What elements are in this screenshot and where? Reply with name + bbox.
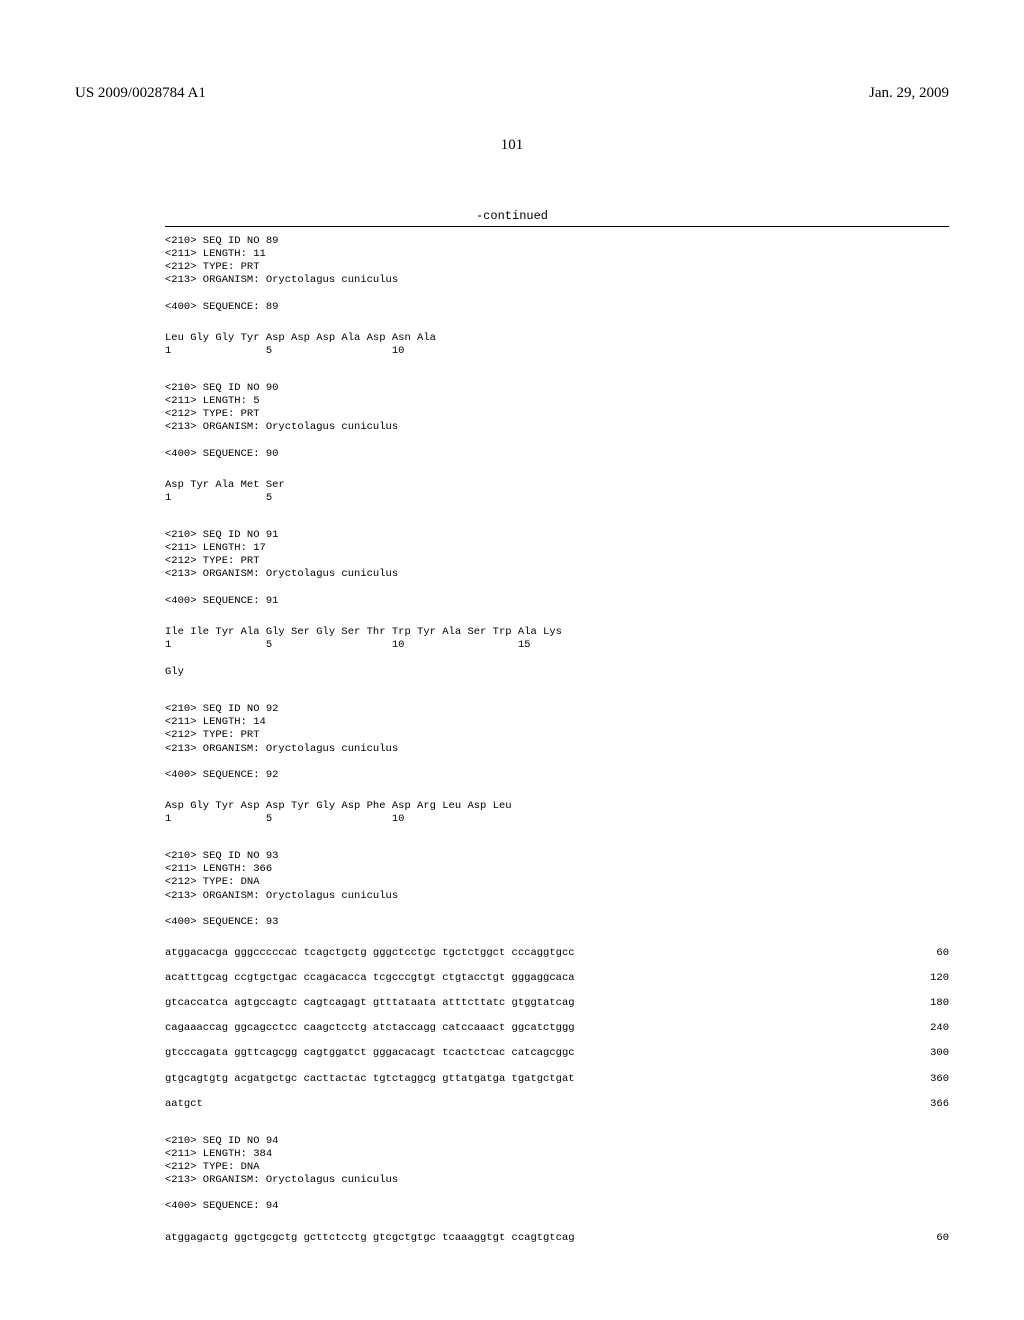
dna-position: 360 bbox=[894, 1073, 949, 1086]
dna-sequence-row: gtcccagata ggttcagcgg cagtggatct gggacac… bbox=[165, 1047, 949, 1060]
sequence-header: <210> SEQ ID NO 91 <211> LENGTH: 17 <212… bbox=[165, 529, 949, 608]
dna-position: 60 bbox=[894, 1232, 949, 1245]
sequence-header: <210> SEQ ID NO 89 <211> LENGTH: 11 <212… bbox=[165, 235, 949, 314]
protein-sequence: Asp Gly Tyr Asp Asp Tyr Gly Asp Phe Asp … bbox=[165, 800, 949, 826]
sequence-header: <210> SEQ ID NO 94 <211> LENGTH: 384 <21… bbox=[165, 1135, 949, 1214]
page-number: 101 bbox=[0, 137, 1024, 154]
dna-sequence-row: atggacacga gggcccccac tcagctgctg gggctcc… bbox=[165, 947, 949, 960]
protein-sequence: Leu Gly Gly Tyr Asp Asp Asp Ala Asp Asn … bbox=[165, 332, 949, 358]
dna-position: 180 bbox=[894, 997, 949, 1010]
dna-sequence: gtcccagata ggttcagcgg cagtggatct gggacac… bbox=[165, 1047, 575, 1060]
dna-sequence-row: acatttgcag ccgtgctgac ccagacacca tcgcccg… bbox=[165, 972, 949, 985]
dna-position: 300 bbox=[894, 1047, 949, 1060]
publication-number: US 2009/0028784 A1 bbox=[75, 85, 206, 102]
dna-sequence-row: cagaaaccag ggcagcctcc caagctcctg atctacc… bbox=[165, 1022, 949, 1035]
publication-date: Jan. 29, 2009 bbox=[869, 85, 949, 102]
dna-sequence-row: gtgcagtgtg acgatgctgc cacttactac tgtctag… bbox=[165, 1073, 949, 1086]
horizontal-rule bbox=[165, 226, 949, 227]
dna-position: 240 bbox=[894, 1022, 949, 1035]
dna-sequence: atggagactg ggctgcgctg gcttctcctg gtcgctg… bbox=[165, 1232, 575, 1245]
dna-position: 366 bbox=[894, 1098, 949, 1111]
protein-sequence: Ile Ile Tyr Ala Gly Ser Gly Ser Thr Trp … bbox=[165, 626, 949, 652]
protein-sequence: Asp Tyr Ala Met Ser 1 5 bbox=[165, 479, 949, 505]
dna-sequence-row: aatgct 366 bbox=[165, 1098, 949, 1111]
continued-label: -continued bbox=[0, 209, 1024, 223]
dna-sequence: cagaaaccag ggcagcctcc caagctcctg atctacc… bbox=[165, 1022, 575, 1035]
sequence-listing: <210> SEQ ID NO 89 <211> LENGTH: 11 <212… bbox=[0, 235, 1024, 1269]
sequence-header: <210> SEQ ID NO 93 <211> LENGTH: 366 <21… bbox=[165, 850, 949, 929]
sequence-header: <210> SEQ ID NO 92 <211> LENGTH: 14 <212… bbox=[165, 703, 949, 782]
dna-sequence: acatttgcag ccgtgctgac ccagacacca tcgcccg… bbox=[165, 972, 575, 985]
dna-position: 60 bbox=[894, 947, 949, 960]
dna-sequence: aatgct bbox=[165, 1098, 203, 1111]
sequence-header: <210> SEQ ID NO 90 <211> LENGTH: 5 <212>… bbox=[165, 382, 949, 461]
protein-sequence: Gly bbox=[165, 666, 949, 679]
dna-sequence: gtcaccatca agtgccagtc cagtcagagt gtttata… bbox=[165, 997, 575, 1010]
page-header: US 2009/0028784 A1 Jan. 29, 2009 bbox=[0, 0, 1024, 102]
dna-sequence: gtgcagtgtg acgatgctgc cacttactac tgtctag… bbox=[165, 1073, 575, 1086]
dna-sequence-row: gtcaccatca agtgccagtc cagtcagagt gtttata… bbox=[165, 997, 949, 1010]
dna-sequence-row: atggagactg ggctgcgctg gcttctcctg gtcgctg… bbox=[165, 1232, 949, 1245]
dna-sequence: atggacacga gggcccccac tcagctgctg gggctcc… bbox=[165, 947, 575, 960]
dna-position: 120 bbox=[894, 972, 949, 985]
